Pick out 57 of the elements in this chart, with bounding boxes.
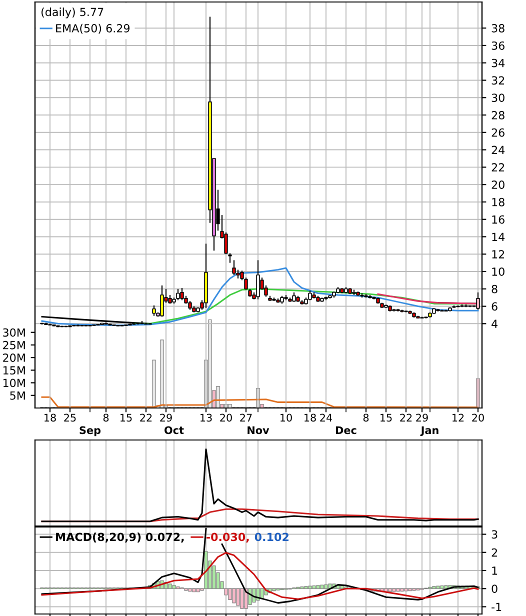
x-tick-label: 10 [280,414,292,422]
x-tick-label: 8 [103,414,109,422]
x-tick-label: 8 [363,414,369,422]
x-tick-label: 25 [64,414,76,422]
legend-label: EMA(50) 6.29 [56,24,130,34]
y-tick-label: 20 [492,180,504,189]
x-tick-label: 12 [452,414,464,422]
y2-tick-label: 25M [3,340,25,350]
y-tick-label: 24 [492,146,505,154]
x-tick-label: 18 [304,414,316,422]
y-tick-label: 2 [492,548,497,557]
y-tick-label: 30 [492,94,504,102]
x-tick-label: 15 [380,414,392,422]
y-tick-label: 32 [492,76,504,85]
legend-label: -0.030, [206,532,249,543]
y-tick-label: 26 [492,128,504,137]
y2-tick-label: 15M [3,366,25,375]
y-tick-label: 10 [492,267,504,276]
y-tick-label: 18 [492,198,504,206]
x-tick-label: 18 [44,414,56,422]
x-tick-label: 20 [472,414,484,422]
y-tick-label: 1 [492,566,498,575]
chart-title: (daily) 5.77 [42,8,104,18]
y2-tick-label: 10M [3,378,25,388]
y-tick-label: 4 [492,320,498,328]
y-tick-label: 16 [492,215,504,224]
x-tick-label: Oct [164,426,184,434]
x-tick-label: Sep [80,426,101,436]
y2-tick-label: 30M [3,328,25,337]
y-tick-label: 6 [492,302,498,311]
x-tick-label: Nov [248,426,270,434]
y-tick-label: 38 [492,24,504,32]
x-tick-label: 29 [416,414,428,422]
x-tick-label: Dec [336,426,356,434]
x-tick-label: 22 [400,414,412,422]
x-tick-label: 13 [200,414,212,422]
y-tick-label: 14 [492,232,505,241]
y-tick-label: 36 [492,41,504,50]
x-tick-label: Jan [420,426,438,436]
x-tick-label: 22 [140,414,152,422]
y-tick-label: 0 [492,584,498,594]
y-tick-label: 22 [492,163,504,172]
y-tick-label: 8 [492,284,498,294]
y2-tick-label: 20M [3,354,25,362]
legend-label: MACD(8,20,9) 0.072, [56,532,184,543]
y2-tick-label: 5M [10,392,25,400]
y-tick-label: 34 [492,58,505,68]
y-tick-label: 3 [492,530,498,539]
x-tick-label: 27 [240,414,252,422]
y-tick-label: -1 [492,602,502,611]
x-tick-label: 15 [120,414,132,422]
y-tick-label: 12 [492,250,504,258]
annotation: 0.102 [254,532,288,542]
x-tick-label: 24 [320,414,332,422]
x-tick-label: 20 [220,414,232,422]
x-tick-label: 29 [160,414,172,422]
y-tick-label: 28 [492,110,504,120]
